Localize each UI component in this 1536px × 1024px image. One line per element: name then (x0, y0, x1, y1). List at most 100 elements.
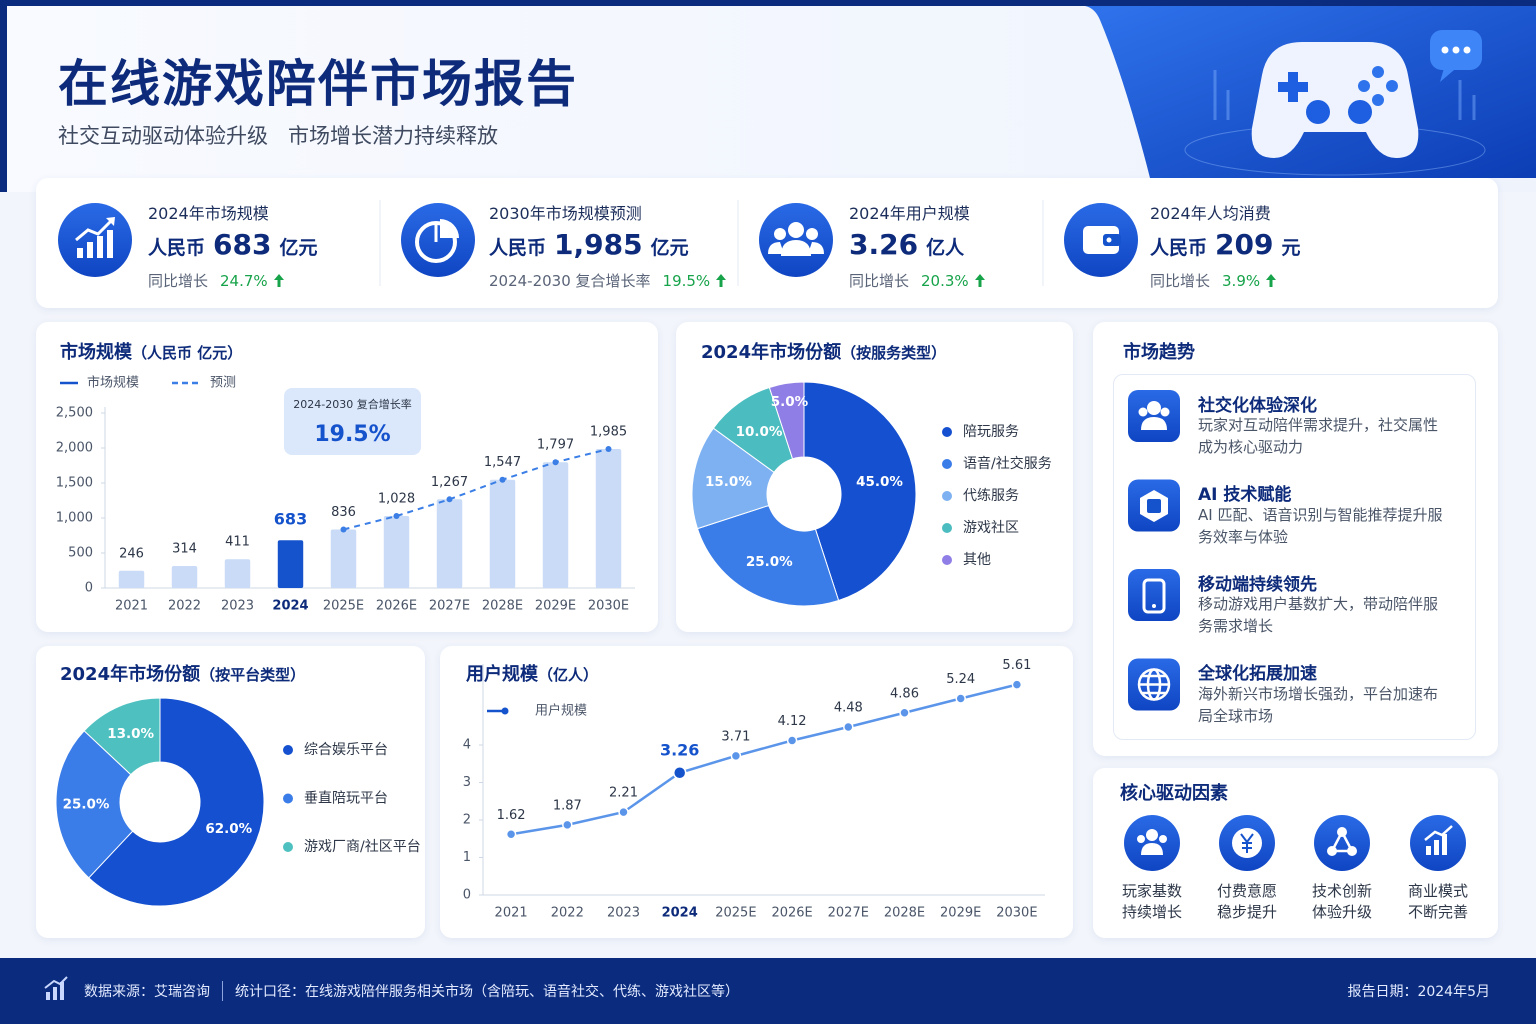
footer (0, 958, 1536, 1024)
bar (489, 479, 516, 588)
kpi-prefix: 人民币 (489, 237, 547, 259)
bar (330, 529, 357, 588)
legend-label: 游戏社区 (963, 520, 1019, 536)
slice-label: 15.0% (705, 474, 752, 490)
line-point (446, 496, 453, 503)
subtitle-part: 社交互动驱动体验升级 (58, 124, 268, 148)
y-tick-label: 2,500 (56, 406, 93, 421)
line-point (730, 750, 742, 762)
legend-swatch (942, 427, 952, 437)
x-tick-label: 2029E (535, 599, 576, 614)
kpi-unit: 亿元 (650, 237, 689, 259)
y-tick-label: 500 (68, 546, 93, 561)
driver-line: 持续增长 (1121, 903, 1182, 921)
data-label: 4.86 (890, 686, 919, 701)
kpi-unit: 亿元 (279, 237, 318, 259)
kpi-label: 2030年市场规模预测 (489, 204, 642, 223)
subtitle: 社交互动驱动体验升级 市场增长潜力持续释放 (58, 120, 498, 150)
legend-label: 综合娱乐平台 (304, 742, 388, 758)
section-title-text: 市场趋势 (1123, 342, 1195, 363)
slice-label: 5.0% (771, 394, 809, 410)
kpi-value: 1,985 (554, 228, 643, 261)
kpi-value: 209 (1215, 228, 1274, 261)
data-label: 3.71 (721, 729, 750, 744)
footer-date: 报告日期：2024年5月 (1347, 984, 1490, 1000)
kpi-change: 3.9% (1222, 271, 1261, 290)
kpi-unit: 亿人 (926, 237, 965, 259)
chart-card (440, 646, 1073, 938)
kpi-change: 19.5% (662, 271, 711, 290)
legend-swatch (942, 555, 952, 565)
legend-label: 代练服务 (963, 488, 1019, 504)
legend-swatch (283, 793, 293, 804)
line-point (786, 735, 798, 746)
x-tick-label: 2024 (662, 906, 698, 921)
data-label: 314 (172, 542, 197, 557)
bar (118, 570, 145, 588)
line-point (899, 707, 910, 718)
driver-line: 稳步提升 (1216, 903, 1277, 921)
x-tick-label: 2021 (495, 906, 528, 921)
slice-label: 25.0% (746, 554, 793, 570)
pie-slice (691, 427, 775, 530)
driver-line: 付费意愿 (1216, 882, 1277, 900)
kpi-label: 2024年市场规模 (148, 204, 269, 223)
pie-slice (55, 730, 134, 879)
kpi-value-row: 人民币 1,985 亿元 (489, 228, 726, 262)
kpi-change: 24.7% (220, 271, 268, 290)
pie-slice (803, 381, 917, 602)
driver-label: 玩家基数 持续增长 (1107, 880, 1197, 922)
data-label: 5.24 (946, 672, 975, 687)
kpi-prefix: 人民币 (148, 237, 206, 259)
chart-subtitle: （人民币 亿元） (132, 344, 243, 362)
y-tick-label: 0 (463, 888, 471, 903)
y-tick-label: 1,000 (56, 511, 93, 526)
x-tick-label: 2021 (115, 599, 148, 614)
x-tick-label: 2028E (482, 599, 523, 614)
x-tick-label: 2023 (221, 599, 254, 614)
kpi-icons (58, 200, 1138, 286)
kpi: 2024年用户规模 3.26 亿人 同比增长 20.3% (849, 200, 985, 291)
kpi-note: 同比增长 (849, 272, 910, 290)
kpi-value: 3.26 (849, 228, 919, 261)
data-label: 1,985 (590, 425, 627, 440)
x-tick-label: 2030E (996, 906, 1037, 921)
kpi-unit: 元 (1281, 237, 1301, 259)
data-label: 683 (274, 510, 307, 529)
line-point (955, 693, 966, 704)
trend-title: 社交化体验深化 (1198, 396, 1317, 416)
data-label: 1.87 (553, 798, 582, 813)
line-point (393, 513, 400, 520)
slice-label: 62.0% (205, 821, 252, 837)
legend-swatch (283, 842, 293, 852)
bar (436, 499, 463, 588)
data-label: 5.61 (1002, 658, 1031, 673)
data-label: 4.48 (834, 701, 863, 716)
kpi-value-row: 人民币 209 元 (1150, 228, 1300, 262)
chart-title-text: 2024年市场份额 (701, 342, 842, 363)
slice-label: 45.0% (856, 474, 903, 490)
kpi-change-row: 2024-2030 复合增长率 19.5% (489, 270, 727, 291)
legend-label: 预测 (210, 376, 236, 391)
legend-label: 陪玩服务 (963, 424, 1019, 440)
y-tick-label: 0 (85, 581, 93, 596)
bar (224, 559, 251, 588)
trend-box (1113, 374, 1476, 740)
data-label: 4.12 (778, 714, 807, 729)
trend-icons (1128, 390, 1180, 711)
chart-title-text: 用户规模 (466, 664, 538, 685)
slice-label: 10.0% (736, 424, 783, 440)
top-band (0, 0, 1536, 6)
kpi-change-row: 同比增长 3.9% (1150, 270, 1300, 291)
driver-line: 不断完善 (1407, 903, 1468, 921)
legend-label: 垂直陪玩平台 (304, 790, 388, 807)
data-label: 2.21 (609, 786, 638, 801)
line-point (843, 721, 854, 733)
trend-text: 玩家对互动陪伴需求提升，社交属性成为核心驱动力 (1198, 416, 1439, 456)
pie-slice (696, 504, 840, 607)
kpi: 2024年市场规模 人民币 683 亿元 同比增长 24.7% (148, 200, 317, 291)
x-tick-label: 2026E (771, 906, 812, 921)
up-arrow (1266, 274, 1277, 287)
